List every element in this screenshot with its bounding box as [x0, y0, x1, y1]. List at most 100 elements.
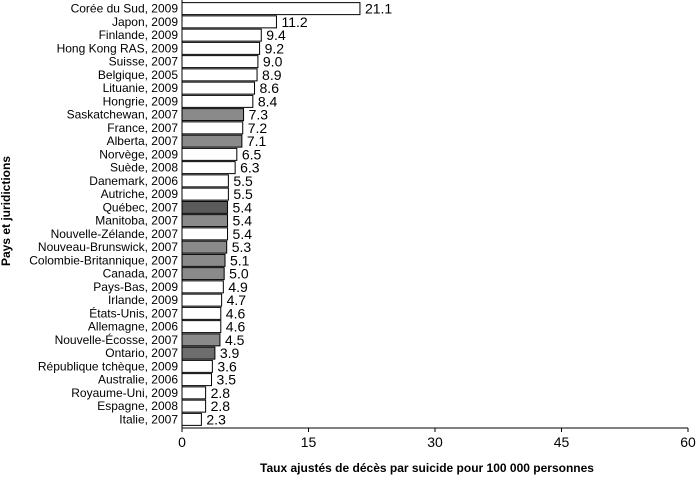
value-label: 7.1 — [247, 133, 267, 149]
category-label: Autriche, 2009 — [101, 187, 179, 201]
bar — [181, 267, 225, 281]
value-label: 5.4 — [233, 213, 253, 229]
category-label: Espagne, 2008 — [97, 399, 178, 413]
category-label: Pays-Bas, 2009 — [93, 280, 178, 294]
x-ticks: 0 15 30 45 60 — [178, 428, 696, 450]
bar — [181, 359, 213, 373]
category-label: Belgique, 2005 — [98, 68, 178, 82]
value-label: 3.9 — [220, 345, 240, 361]
bar — [181, 280, 224, 294]
x-axis-title: Taux ajustés de décès par suicide pour 1… — [260, 461, 594, 475]
category-label: Hongrie, 2009 — [103, 94, 179, 108]
category-label: Suisse, 2007 — [109, 55, 179, 69]
category-label: République tchèque, 2009 — [38, 359, 178, 373]
bar — [181, 81, 256, 95]
bar — [181, 94, 254, 108]
value-label: 9.0 — [263, 54, 283, 70]
category-label: Hong Kong RAS, 2009 — [57, 41, 179, 55]
value-label: 4.6 — [226, 319, 246, 335]
bar — [181, 373, 213, 387]
bar — [181, 55, 259, 69]
value-label: 3.5 — [217, 372, 237, 388]
bar — [181, 214, 229, 228]
value-label: 5.4 — [233, 199, 253, 215]
bar — [181, 253, 226, 267]
category-label: Japon, 2009 — [112, 15, 178, 29]
category-label: Canada, 2007 — [103, 267, 179, 281]
value-label: 5.5 — [233, 173, 253, 189]
bar — [181, 15, 277, 29]
category-label: Australie, 2006 — [98, 373, 178, 387]
y-axis-title: Pays et juridictions — [0, 156, 13, 266]
bar — [181, 41, 261, 55]
bar — [181, 147, 238, 161]
category-label: Royaume-Uni, 2009 — [71, 386, 178, 400]
bar — [181, 240, 228, 254]
value-label: 6.5 — [242, 146, 262, 162]
value-label: 2.8 — [211, 398, 231, 414]
category-label: Nouvelle-Écosse, 2007 — [55, 332, 179, 347]
bar — [181, 333, 221, 347]
category-label: Corée du Sud, 2009 — [71, 2, 179, 16]
value-label: 4.6 — [226, 305, 246, 321]
bar — [181, 161, 236, 175]
value-label: 2.3 — [206, 411, 226, 427]
bar — [181, 108, 245, 122]
bar — [181, 174, 229, 188]
bar — [181, 320, 222, 334]
bar — [181, 399, 207, 413]
bar — [181, 134, 243, 148]
value-label: 5.5 — [233, 186, 253, 202]
bar — [181, 187, 229, 201]
bar — [181, 412, 202, 426]
x-tick-label: 0 — [178, 434, 186, 450]
value-label: 8.6 — [260, 80, 280, 96]
x-tick-label: 60 — [680, 434, 696, 450]
value-label: 5.4 — [233, 226, 253, 242]
value-label: 11.2 — [281, 14, 307, 30]
value-label: 7.3 — [249, 107, 269, 123]
value-label: 4.9 — [228, 279, 248, 295]
bar — [181, 386, 207, 400]
bar — [181, 227, 229, 241]
value-labels: 21.1 11.29.49.29.08.98.68.47.37.27.16.56.… — [206, 1, 392, 428]
bar — [181, 346, 216, 360]
value-label: 6.3 — [240, 160, 260, 176]
bar — [181, 68, 258, 82]
bar — [181, 28, 262, 42]
bar — [181, 293, 223, 307]
value-label: 2.8 — [211, 385, 231, 401]
x-tick-label: 15 — [301, 434, 317, 450]
category-label: Finlande, 2009 — [99, 28, 179, 42]
category-label: Saskatchewan, 2007 — [67, 108, 179, 122]
category-label: Québec, 2007 — [103, 200, 179, 214]
value-label: 4.7 — [227, 292, 247, 308]
bar — [181, 306, 222, 320]
category-label: Lituanie, 2009 — [103, 81, 179, 95]
value-label: 4.5 — [225, 332, 245, 348]
value-label: 8.9 — [262, 67, 282, 83]
value-label: 7.2 — [248, 120, 268, 136]
category-label: Irlande, 2009 — [108, 293, 178, 307]
category-label: France, 2007 — [107, 121, 178, 135]
value-label: 9.2 — [265, 40, 285, 56]
bar — [181, 121, 244, 135]
category-label: Norvège, 2009 — [99, 147, 178, 161]
value-label: 5.0 — [229, 266, 249, 282]
x-tick-label: 45 — [554, 434, 570, 450]
value-label: 5.3 — [232, 239, 252, 255]
category-label: Colombie-Britannique, 2007 — [29, 253, 178, 267]
category-label: Suède, 2008 — [110, 161, 178, 175]
category-label: Danemark, 2006 — [89, 174, 178, 188]
value-label: 21.1 — [365, 1, 392, 17]
category-label: États-Unis, 2007 — [89, 305, 178, 320]
category-label: Allemagne, 2006 — [88, 320, 178, 334]
category-label: Manitoba, 2007 — [95, 214, 178, 228]
category-label: Ontario, 2007 — [105, 346, 178, 360]
category-label: Nouvelle-Zélande, 2007 — [51, 227, 179, 241]
category-label: Nouveau-Brunswick, 2007 — [38, 240, 178, 254]
x-tick-label: 30 — [427, 434, 443, 450]
category-label: Alberta, 2007 — [107, 134, 179, 148]
